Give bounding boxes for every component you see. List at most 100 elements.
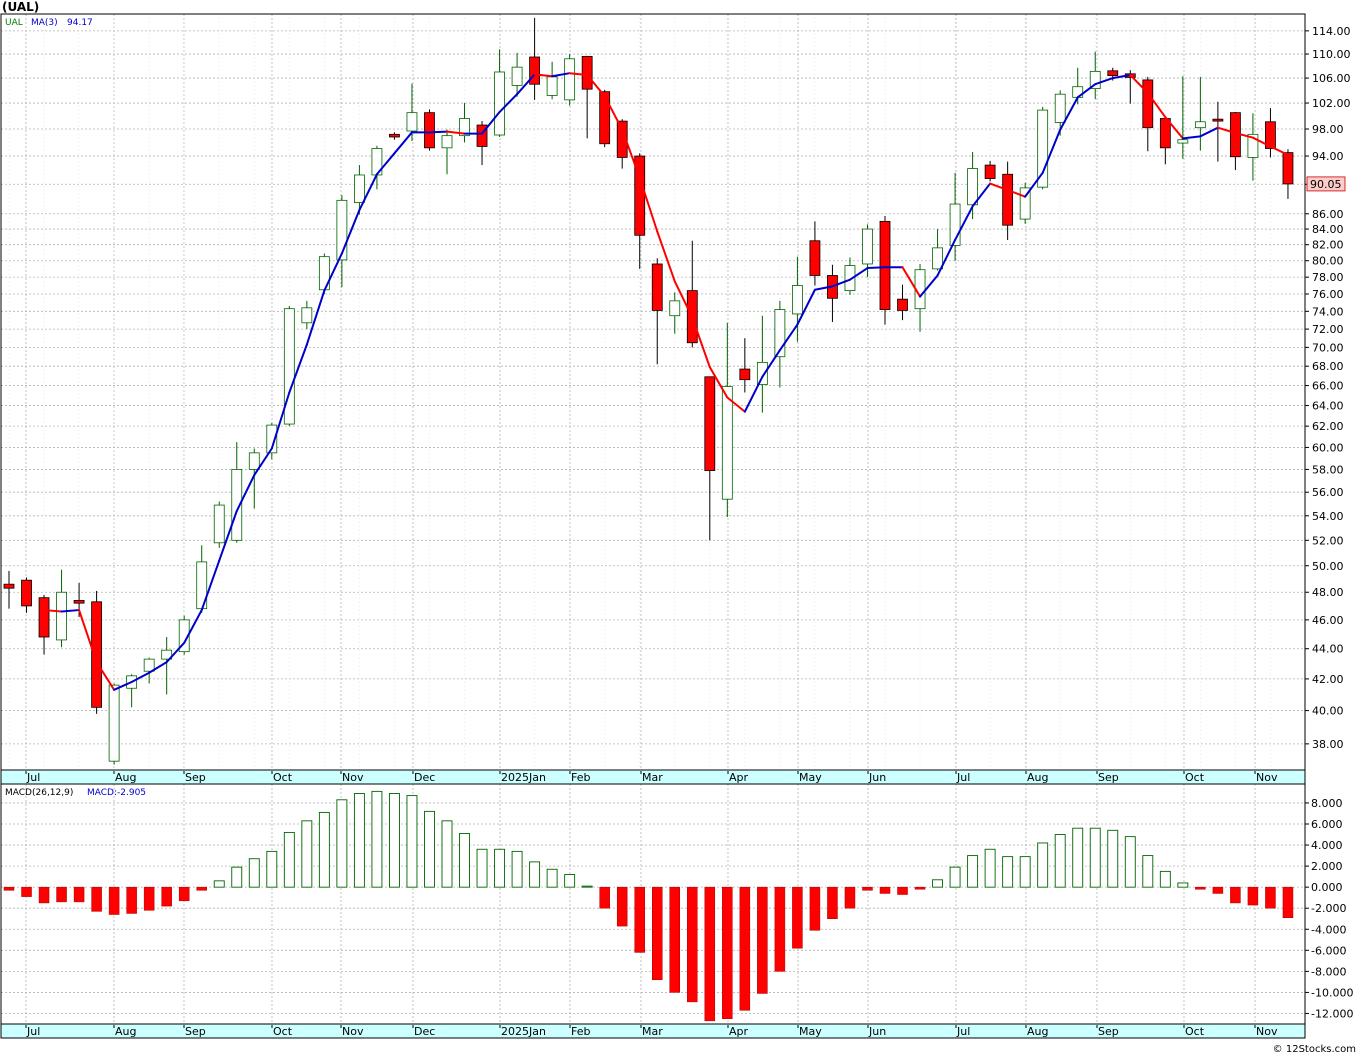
macd-bar	[669, 886, 681, 993]
candle	[1282, 149, 1294, 199]
x-month-label: Aug	[115, 771, 136, 784]
candle-body	[967, 168, 978, 206]
x-month-label: Aug	[1027, 1025, 1048, 1038]
macd-bar	[424, 810, 435, 888]
x-month-label: Feb	[571, 1025, 590, 1038]
x-month-label: Feb	[571, 771, 590, 784]
candle	[476, 121, 488, 166]
ma-segment	[813, 285, 834, 291]
price-y-tick-label: 48.00	[1312, 586, 1344, 599]
ma-segment	[1251, 136, 1272, 148]
candle	[984, 160, 996, 182]
candle-body	[1037, 109, 1049, 188]
candle-body	[792, 285, 803, 315]
ma-segment	[1199, 126, 1219, 138]
candle-body	[1177, 139, 1189, 144]
x-month-label: Nov	[1256, 1025, 1278, 1038]
candle-body	[441, 135, 453, 149]
x-month-label: Sep	[185, 771, 206, 784]
candle-body	[353, 174, 365, 203]
candle-body	[231, 469, 243, 541]
ma-segment	[568, 72, 589, 77]
macd-bar	[1089, 827, 1101, 888]
x-month-label: Jun	[868, 1025, 886, 1038]
candle	[511, 52, 523, 97]
macd-y-tick-label: -12.000	[1311, 1007, 1353, 1020]
candle-body	[1194, 121, 1206, 129]
credit-text: © 12Stocks.com	[1273, 1044, 1356, 1055]
candle	[353, 165, 365, 215]
ma-segment	[428, 130, 448, 134]
ma-segment	[691, 316, 711, 369]
macd-bar	[1212, 886, 1224, 894]
macd-bar	[56, 886, 67, 903]
ma-segment	[481, 111, 501, 135]
ma-segment	[358, 173, 378, 212]
price-y-tick-label: 78.00	[1312, 271, 1344, 284]
ma-segment	[901, 266, 922, 298]
price-y-tick-label: 70.00	[1312, 341, 1344, 354]
macd-bar	[879, 886, 891, 894]
price-y-tick-label: 72.00	[1312, 323, 1344, 336]
ma-segment	[148, 661, 168, 674]
macd-bar	[862, 886, 873, 891]
x-month-label: Sep	[1098, 1025, 1119, 1038]
price-y-tick-label: 68.00	[1312, 360, 1344, 373]
candle	[143, 657, 155, 684]
macd-bar	[704, 886, 716, 1022]
ma-segment	[866, 266, 886, 270]
price-y-tick-label: 40.00	[1312, 705, 1344, 718]
price-y-tick-label: 82.00	[1312, 239, 1344, 252]
candle	[1019, 182, 1031, 224]
ma-segment	[603, 95, 624, 131]
candle-body	[91, 601, 102, 708]
candle-body	[301, 307, 313, 324]
candle-body	[336, 199, 348, 261]
price-y-tick-label: 94.00	[1312, 150, 1344, 163]
candle	[21, 577, 32, 613]
candle	[161, 637, 173, 695]
candle	[581, 55, 593, 139]
candle	[967, 151, 978, 220]
x-month-label: Jul	[26, 1025, 40, 1038]
ma-segment	[340, 209, 361, 255]
candle-body	[3, 583, 15, 589]
candle	[424, 109, 435, 151]
macd-bar	[1230, 886, 1241, 904]
candle	[827, 264, 838, 322]
candle	[1002, 161, 1014, 240]
candle-body	[1019, 187, 1031, 220]
candle-body	[389, 133, 400, 138]
ma-segment	[60, 609, 81, 613]
candle-body	[1265, 121, 1276, 149]
macd-bar	[196, 886, 207, 891]
ma-segment	[533, 73, 554, 78]
price-y-axis: 38.00 40.00 42.00 44.00 46.00 48.00 50.00 52.00…	[1305, 25, 1351, 751]
candle	[301, 300, 313, 330]
macd-bar	[1072, 827, 1084, 888]
candle	[756, 315, 768, 413]
macd-bar	[984, 848, 996, 888]
ma-segment	[1181, 135, 1202, 140]
macd-bars	[3, 790, 1294, 1022]
macd-legend-value: MACD:-2.905	[87, 788, 146, 798]
price-y-tick-label: 80.00	[1312, 255, 1344, 268]
ma-segment	[218, 510, 238, 562]
macd-bar	[494, 848, 506, 888]
ma-segment	[586, 74, 606, 98]
price-y-tick-label: 54.00	[1312, 510, 1344, 523]
candle	[774, 300, 786, 388]
candle	[266, 423, 278, 460]
macd-bar	[73, 886, 85, 903]
macd-bar	[406, 795, 418, 888]
price-panel: 38.00 40.00 42.00 44.00 46.00 48.00 50.00 52.00…	[0, 13, 1351, 771]
macd-bar	[1159, 870, 1171, 888]
ma-segment	[954, 205, 974, 241]
price-legend-ma: MA(3)	[31, 18, 58, 28]
price-y-tick-label: 106.00	[1312, 72, 1351, 85]
ma-segment	[305, 289, 326, 346]
candle-body	[669, 300, 681, 317]
macd-bar	[1142, 855, 1154, 888]
macd-bar	[161, 886, 172, 907]
ma-segment	[165, 641, 186, 664]
